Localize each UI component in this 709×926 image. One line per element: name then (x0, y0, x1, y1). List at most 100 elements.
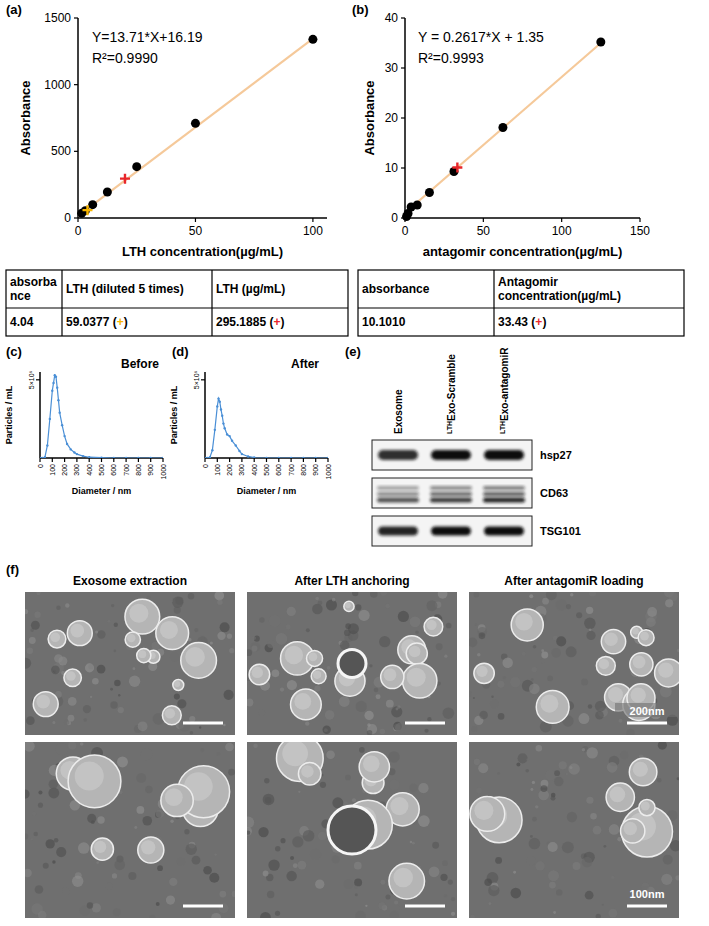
tem-texture (177, 699, 186, 708)
tem-texture (267, 891, 274, 898)
header-line: Antagomir (498, 275, 558, 289)
tem-texture (365, 905, 367, 907)
tem-texture (446, 623, 452, 629)
tem-texture (85, 663, 94, 672)
vesicle-core (658, 662, 673, 677)
tem-texture (554, 770, 560, 776)
tem-texture (388, 751, 400, 763)
tem-texture (525, 769, 529, 773)
plus-marker (82, 205, 92, 215)
tem-texture (379, 902, 386, 909)
tem-texture (232, 891, 235, 897)
points (402, 38, 605, 222)
tem-texture (174, 694, 180, 700)
tem-texture (535, 861, 544, 870)
data-point (498, 123, 507, 132)
tem-texture (658, 742, 667, 750)
tem-texture (87, 902, 93, 908)
tem-texture (389, 780, 399, 790)
x-tick-label: 900 (312, 464, 319, 476)
tem-texture (586, 607, 593, 614)
tem-texture (527, 856, 536, 865)
table-cell: 33.43 (+) (498, 315, 546, 329)
data-point (56, 386, 58, 388)
tem-texture (570, 593, 573, 596)
y-tick (401, 117, 405, 118)
tem-texture (156, 902, 160, 906)
tem-texture (427, 717, 431, 721)
data-point (425, 188, 434, 197)
tem-texture (398, 611, 409, 622)
x-tick-label: 700 (288, 464, 295, 476)
tem-texture (663, 855, 673, 865)
tem-texture (498, 713, 505, 720)
annotation: R²=0.9993 (418, 50, 484, 66)
column-title: Exosome extraction (73, 574, 187, 588)
tem-texture (620, 751, 629, 760)
x-tick (64, 458, 65, 462)
tem-panel: (f)Exosome extractionAfter LTH anchoring… (6, 562, 682, 923)
tem-texture (312, 604, 323, 615)
tem-texture (247, 699, 253, 707)
tem-texture (584, 618, 596, 630)
vesicle (629, 758, 657, 786)
x-tick-label: 1000 (160, 464, 167, 480)
column-title: After LTH anchoring (294, 574, 409, 588)
vesicle (138, 837, 164, 863)
vesicle (406, 643, 427, 664)
points (82, 205, 92, 215)
tem-texture (576, 612, 582, 618)
x-tick (204, 458, 205, 462)
table-cell: 59.0377 (+) (66, 315, 128, 329)
tem-texture (314, 685, 320, 691)
y-tick-label: 10 (385, 161, 399, 175)
tem-image (247, 742, 457, 918)
tem-texture (324, 728, 328, 732)
data-point (113, 457, 115, 458)
tem-texture (556, 599, 567, 610)
vesicle-core (363, 755, 380, 772)
tem-texture (34, 612, 40, 618)
x-tick (303, 458, 304, 462)
vesicle (173, 680, 184, 691)
tem-texture (355, 911, 366, 918)
tem-texture (252, 636, 256, 640)
tem-texture (569, 766, 572, 769)
data-point (44, 456, 46, 458)
tem-texture (568, 763, 580, 775)
vesicle (161, 784, 193, 816)
tem-texture (25, 834, 28, 840)
vesicle-core (632, 628, 639, 635)
data-point (82, 455, 84, 457)
tem-texture (190, 731, 193, 734)
tem-texture (25, 609, 28, 614)
tem-texture (442, 860, 448, 866)
lane-label-part: Exo-Scramble (446, 354, 457, 421)
blot-band (377, 498, 419, 503)
header-line: LTH (µg/mL) (216, 282, 285, 296)
header-line: absorbance (362, 282, 430, 296)
blot-box (372, 516, 532, 546)
marks (40, 374, 163, 458)
tem-background (25, 592, 235, 735)
tem-texture (325, 710, 335, 720)
vesicle-core (285, 646, 303, 664)
tem-texture (68, 715, 75, 722)
tem-texture (111, 604, 114, 607)
tem-texture (27, 648, 33, 654)
x-tick (125, 458, 126, 462)
tem-background (469, 742, 679, 918)
x-tick (315, 458, 316, 462)
blot-box (372, 440, 532, 470)
annotation: Y = 0.2617*X + 1.35 (418, 29, 544, 45)
vesicle (64, 669, 81, 686)
table-rule (493, 270, 494, 336)
chart-title: Before (121, 357, 159, 371)
chart: (b)050100150010203040antagomir concentra… (352, 2, 650, 259)
tem-texture (247, 816, 254, 828)
tem-texture (385, 604, 390, 609)
tem-texture (432, 842, 439, 849)
data-point (222, 422, 224, 424)
tem-texture (326, 750, 335, 759)
tem-texture (332, 797, 343, 808)
